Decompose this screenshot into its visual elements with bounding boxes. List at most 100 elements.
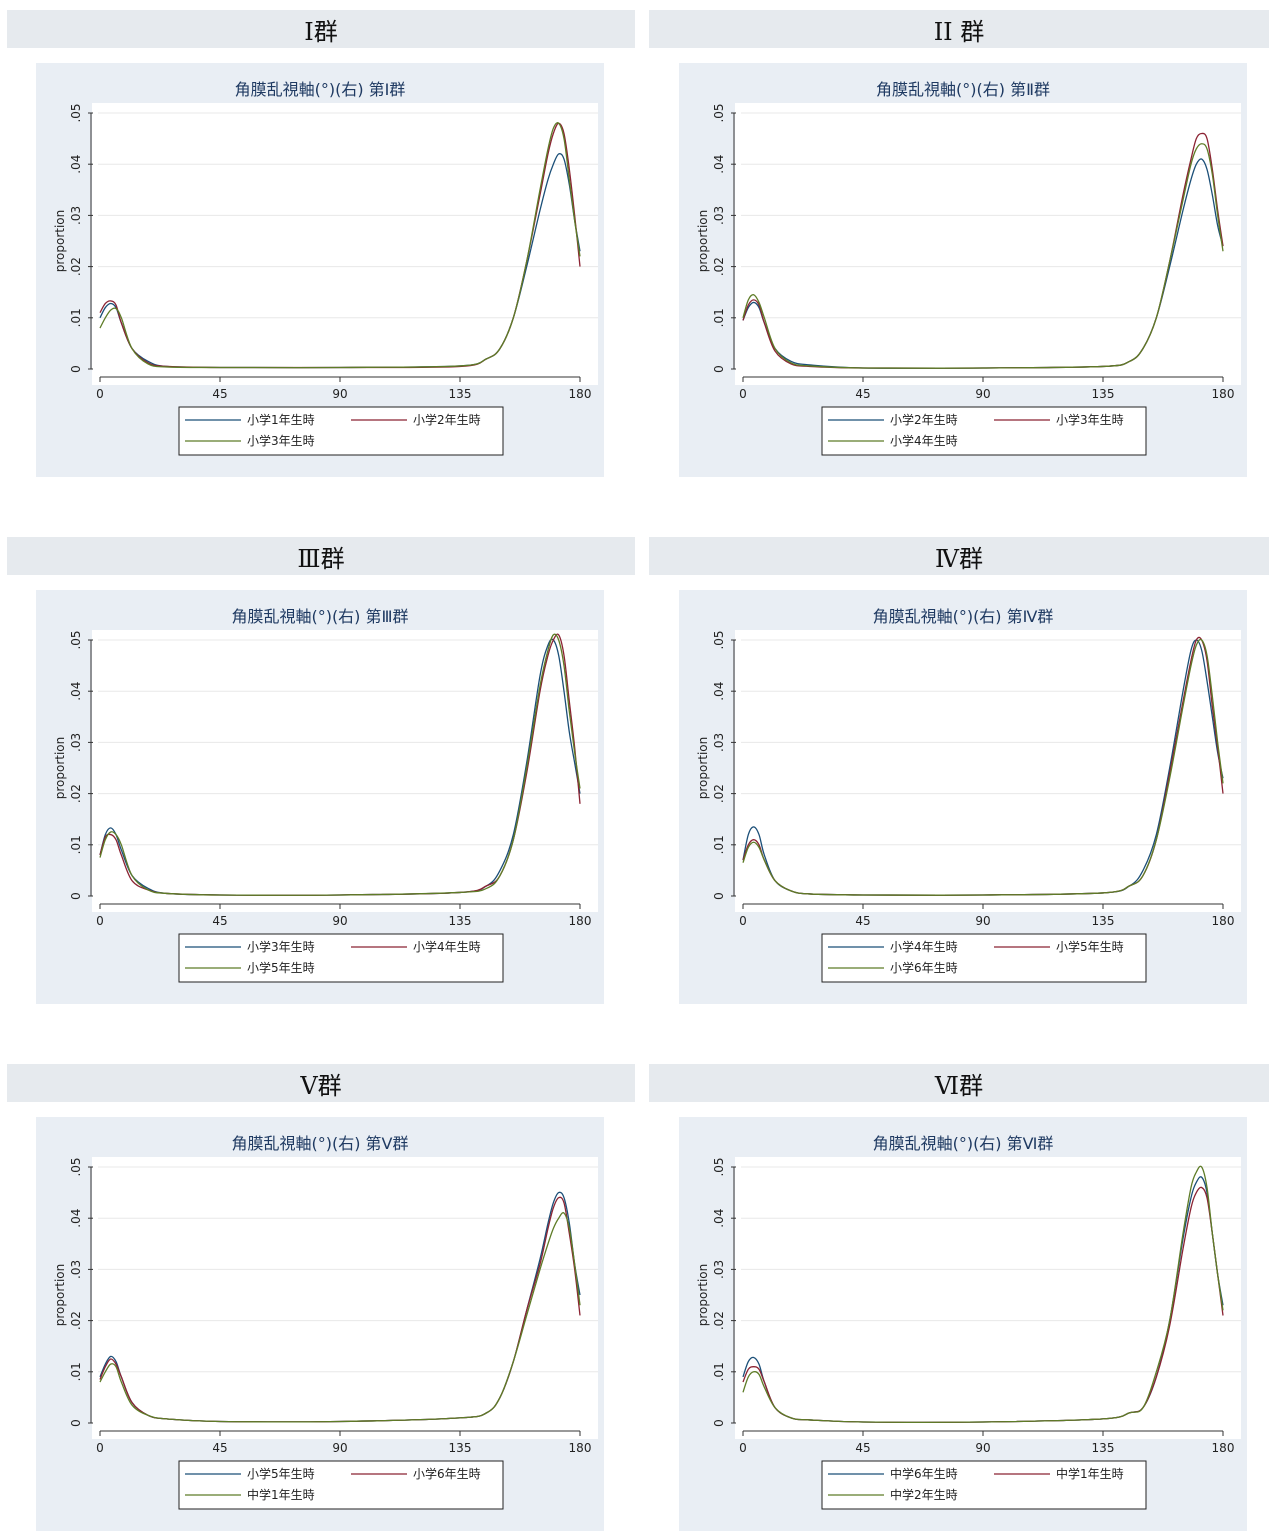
chart-title: 角膜乱視軸(°)(右) 第Ⅴ群 <box>231 1134 408 1153</box>
x-tick-label: 180 <box>1212 914 1235 928</box>
group-header: Ⅲ群 <box>7 537 635 575</box>
chart-panel: 角膜乱視軸(°)(右) 第Ⅱ群 0 .01 .02 .03 .04 .05 0 45 90 135 1… <box>679 63 1247 477</box>
chart-panel: 角膜乱視軸(°)(右) 第Ⅴ群 0 .01 .02 .03 .04 .05 0 45 90 135 1… <box>36 1117 604 1531</box>
legend-label: 中学6年生時 <box>890 1466 958 1481</box>
y-tick-label: .03 <box>712 733 726 752</box>
x-tick-label: 180 <box>569 1441 592 1455</box>
y-tick-label: .01 <box>712 835 726 854</box>
legend-label: 小学2年生時 <box>413 412 481 427</box>
y-axis-label: proportion <box>53 1264 67 1327</box>
group-header: Ⅵ群 <box>649 1064 1269 1102</box>
x-tick-label: 90 <box>332 914 347 928</box>
group-header: II 群 <box>649 10 1269 48</box>
x-tick-label: 90 <box>975 387 990 401</box>
legend-label: 小学4年生時 <box>890 433 958 448</box>
x-tick-label: 0 <box>96 914 104 928</box>
legend-label: 小学5年生時 <box>247 960 315 975</box>
x-tick-label: 0 <box>96 387 104 401</box>
legend-box <box>821 933 1147 983</box>
legend-box <box>178 933 504 983</box>
plot-area <box>92 1157 598 1439</box>
chart-title: 角膜乱視軸(°)(右) 第Ⅵ群 <box>873 1134 1054 1153</box>
x-tick-label: 180 <box>569 387 592 401</box>
y-tick-label: .02 <box>712 784 726 803</box>
y-axis-label: proportion <box>696 210 710 273</box>
x-tick-label: 0 <box>739 387 747 401</box>
x-tick-label: 45 <box>855 1441 870 1455</box>
y-tick-label: 0 <box>69 1419 83 1427</box>
chart-svg: 角膜乱視軸(°)(右) 第Ⅳ群 0 .01 .02 .03 .04 .05 0 45 90 135 1… <box>696 607 1241 983</box>
y-tick-label: .01 <box>69 835 83 854</box>
y-tick-label: .01 <box>712 308 726 327</box>
y-tick-label: .01 <box>69 308 83 327</box>
chart-svg: 角膜乱視軸(°)(右) 第Ⅲ群 0 .01 .02 .03 .04 .05 0 45 90 135 1… <box>53 607 598 983</box>
y-tick-label: 0 <box>69 365 83 373</box>
series-line <box>742 1165 1224 1423</box>
legend-label: 小学2年生時 <box>890 412 958 427</box>
legend-label: 小学5年生時 <box>1056 939 1124 954</box>
x-tick-label: 45 <box>212 914 227 928</box>
plot-area <box>735 630 1241 912</box>
y-tick-label: .05 <box>69 1157 83 1176</box>
y-tick-label: .01 <box>69 1362 83 1381</box>
y-tick-label: .04 <box>69 1209 83 1228</box>
series-line <box>99 633 581 896</box>
plot-area <box>92 630 598 912</box>
legend-label: 小学4年生時 <box>413 939 481 954</box>
x-tick-label: 0 <box>739 914 747 928</box>
x-tick-label: 0 <box>96 1441 104 1455</box>
legend-label: 小学6年生時 <box>890 960 958 975</box>
chart-svg: 角膜乱視軸(°)(右) 第Ⅵ群 0 .01 .02 .03 .04 .05 0 45 90 135 1… <box>696 1134 1241 1510</box>
chart-panel: 角膜乱視軸(°)(右) 第Ⅵ群 0 .01 .02 .03 .04 .05 0 45 90 135 1… <box>679 1117 1247 1531</box>
y-tick-label: .02 <box>712 257 726 276</box>
chart-svg: 角膜乱視軸(°)(右) 第Ⅴ群 0 .01 .02 .03 .04 .05 0 45 90 135 1… <box>53 1134 598 1510</box>
legend-label: 小学3年生時 <box>247 433 315 448</box>
y-tick-label: .02 <box>69 1311 83 1330</box>
x-tick-label: 90 <box>975 1441 990 1455</box>
chart-panel: 角膜乱視軸(°)(右) 第Ⅲ群 0 .01 .02 .03 .04 .05 0 45 90 135 1… <box>36 590 604 1004</box>
chart-title: 角膜乱視軸(°)(右) 第Ⅳ群 <box>873 607 1054 626</box>
legend-label: 小学1年生時 <box>247 412 315 427</box>
plot-area <box>92 103 598 385</box>
y-tick-label: .02 <box>712 1311 726 1330</box>
x-tick-label: 90 <box>332 1441 347 1455</box>
legend-label: 小学4年生時 <box>890 939 958 954</box>
y-axis-label: proportion <box>53 210 67 273</box>
chart-svg: 角膜乱視軸(°)(右) 第Ⅱ群 0 .01 .02 .03 .04 .05 0 45 90 135 1… <box>696 80 1241 456</box>
x-tick-label: 135 <box>449 914 472 928</box>
y-tick-label: .02 <box>69 257 83 276</box>
y-tick-label: .05 <box>712 1157 726 1176</box>
legend-box <box>821 1460 1147 1510</box>
y-tick-label: .05 <box>712 103 726 122</box>
y-tick-label: .04 <box>69 155 83 174</box>
legend-box <box>821 406 1147 456</box>
x-tick-label: 135 <box>449 387 472 401</box>
y-tick-label: 0 <box>69 892 83 900</box>
x-tick-label: 135 <box>1092 914 1115 928</box>
y-tick-label: .03 <box>69 733 83 752</box>
legend-label: 小学3年生時 <box>1056 412 1124 427</box>
x-tick-label: 180 <box>1212 387 1235 401</box>
series-line <box>99 633 581 896</box>
chart-title: 角膜乱視軸(°)(右) 第Ⅰ群 <box>235 80 406 99</box>
plot-area <box>735 103 1241 385</box>
legend-label: 小学6年生時 <box>413 1466 481 1481</box>
y-tick-label: .04 <box>712 682 726 701</box>
x-tick-label: 90 <box>975 914 990 928</box>
x-tick-label: 0 <box>739 1441 747 1455</box>
y-tick-label: .02 <box>69 784 83 803</box>
x-tick-label: 45 <box>855 387 870 401</box>
y-axis-label: proportion <box>696 737 710 800</box>
chart-panel: 角膜乱視軸(°)(右) 第Ⅰ群 0 .01 .02 .03 .04 .05 0 45 90 135 1… <box>36 63 604 477</box>
group-header: Ⅴ群 <box>7 1064 635 1102</box>
group-header: Ⅳ群 <box>649 537 1269 575</box>
y-tick-label: .01 <box>712 1362 726 1381</box>
y-axis-label: proportion <box>696 1264 710 1327</box>
x-tick-label: 135 <box>1092 1441 1115 1455</box>
legend-label: 中学1年生時 <box>247 1487 315 1502</box>
x-tick-label: 135 <box>1092 387 1115 401</box>
x-tick-label: 180 <box>569 914 592 928</box>
y-tick-label: .03 <box>712 206 726 225</box>
plot-area <box>735 1157 1241 1439</box>
legend-box <box>178 1460 504 1510</box>
